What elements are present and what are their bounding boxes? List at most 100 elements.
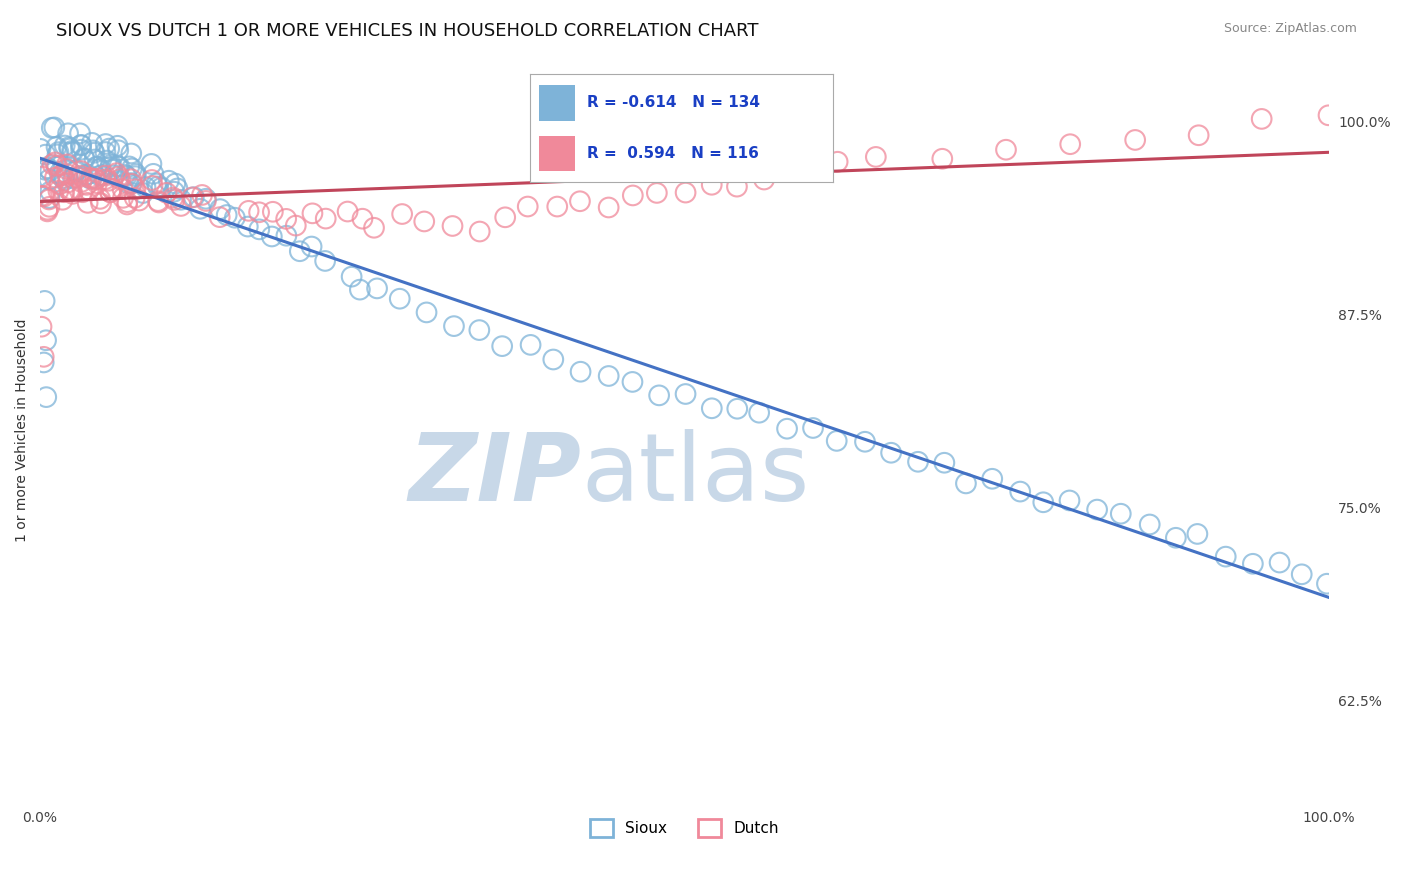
Point [284,219,307,233]
Point [1123,133,1146,147]
Point [120,172,142,186]
Point [32,189,55,203]
Point [1059,493,1081,508]
Point [314,254,336,268]
Point [880,446,903,460]
Point [1109,507,1132,521]
Point [53,173,76,187]
Point [516,200,538,214]
Point [801,156,824,170]
Point [90,196,112,211]
Text: Source: ZipAtlas.com: Source: ZipAtlas.com [1223,22,1357,36]
Point [80,172,103,186]
Point [41,157,63,171]
Point [236,219,259,234]
Point [34,147,56,161]
Point [84,172,107,186]
Point [58,140,80,154]
Point [748,406,770,420]
Point [30,142,52,156]
Point [86,160,108,174]
Legend: Sioux, Dutch: Sioux, Dutch [582,811,786,845]
Point [103,169,125,183]
Point [98,142,121,156]
Point [363,220,385,235]
Point [191,188,214,202]
Point [38,200,60,214]
Point [108,160,131,174]
Point [56,126,79,140]
Point [46,147,69,161]
Point [194,194,217,208]
Point [1139,517,1161,532]
Point [32,350,55,364]
Point [648,388,671,402]
Point [107,138,129,153]
Point [162,191,184,205]
Point [48,145,70,160]
Point [441,219,464,233]
Point [53,185,76,199]
Text: ZIP: ZIP [408,429,581,521]
Point [752,172,775,186]
Point [105,166,128,180]
Point [32,355,55,369]
Point [90,168,112,182]
Point [1241,557,1264,571]
Point [853,434,876,449]
Point [83,145,105,160]
Point [31,169,53,184]
Point [1268,556,1291,570]
Point [700,401,723,416]
Point [101,182,124,196]
Point [101,162,124,177]
Point [53,138,76,153]
Point [146,179,169,194]
Point [117,195,139,210]
Point [1032,495,1054,509]
Point [491,339,513,353]
Point [73,151,96,165]
Point [934,456,956,470]
Point [55,161,77,176]
Point [546,200,568,214]
Point [209,202,232,216]
Point [83,153,105,167]
Point [725,179,748,194]
Point [80,171,103,186]
Point [111,191,134,205]
Point [111,182,134,196]
Point [89,169,111,183]
Point [77,183,100,197]
Point [349,283,371,297]
Point [276,228,298,243]
Point [598,201,620,215]
Point [675,387,697,401]
Point [62,145,84,160]
Point [181,190,204,204]
Point [146,194,169,208]
Point [70,138,93,153]
Point [621,188,644,202]
Point [66,170,89,185]
Point [77,170,100,185]
Point [46,160,69,174]
Point [262,204,284,219]
Point [35,333,58,347]
Point [31,319,53,334]
Point [76,195,98,210]
Point [115,197,138,211]
Point [53,171,76,186]
Point [166,181,188,195]
Point [260,229,283,244]
Point [827,154,849,169]
Point [114,168,136,182]
Point [569,365,592,379]
Point [70,164,93,178]
Point [72,185,94,199]
Point [34,162,56,177]
Point [352,211,374,226]
Point [995,143,1018,157]
Point [801,421,824,435]
Point [170,199,193,213]
